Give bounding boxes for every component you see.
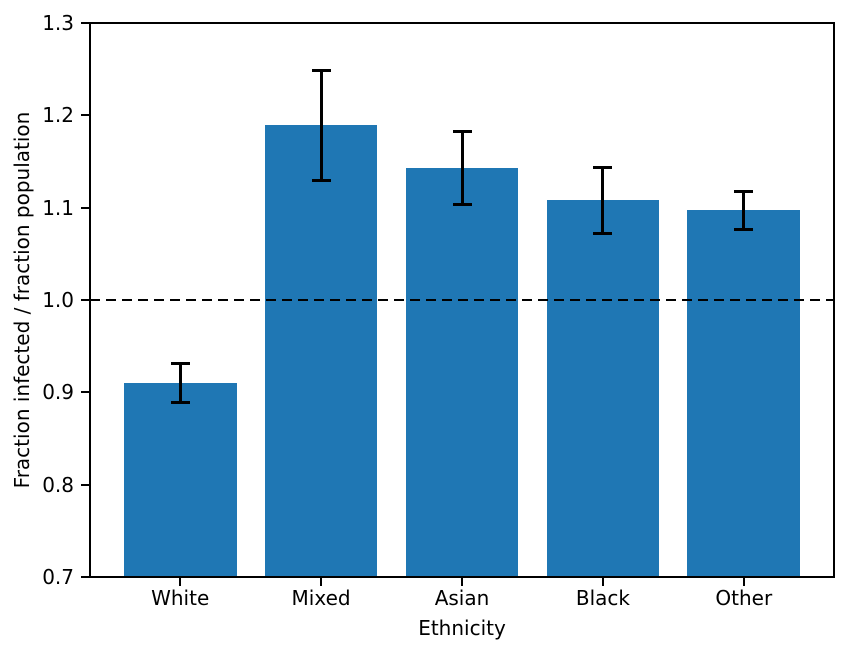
- spine-left: [89, 22, 91, 578]
- y-tick-1.0: [81, 299, 89, 301]
- error-cap-bottom-white: [170, 400, 190, 404]
- error-cap-top-mixed: [311, 68, 331, 72]
- x-tick-label-white: White: [151, 586, 210, 610]
- x-tick-mixed: [320, 578, 323, 586]
- y-tick-0.9: [81, 391, 89, 394]
- x-tick-label-other: Other: [715, 586, 773, 610]
- bar-other: [687, 210, 801, 577]
- error-bar-white: [178, 363, 182, 403]
- y-tick-label-0.7: 0.7: [42, 565, 74, 589]
- plot-area: [90, 23, 834, 577]
- y-tick-1.1: [81, 206, 89, 209]
- spine-right: [833, 22, 835, 578]
- spine-bottom: [89, 576, 835, 578]
- y-tick-label-0.9: 0.9: [42, 380, 74, 405]
- error-cap-bottom-other: [734, 228, 754, 232]
- y-tick-label-0.8: 0.8: [42, 472, 74, 497]
- error-cap-top-black: [593, 165, 613, 169]
- x-axis-label: Ethnicity: [418, 616, 506, 640]
- bar-asian: [405, 167, 519, 577]
- x-tick-asian: [461, 578, 463, 586]
- y-tick-1.3: [81, 22, 89, 24]
- bar-black: [546, 200, 660, 577]
- spine-top: [89, 22, 835, 24]
- error-cap-bottom-black: [593, 232, 613, 236]
- x-tick-label-asian: Asian: [434, 586, 490, 610]
- x-tick-white: [179, 578, 182, 586]
- error-cap-top-other: [734, 189, 754, 193]
- error-bar-mixed: [319, 70, 323, 181]
- x-tick-label-black: Black: [575, 586, 630, 610]
- y-tick-label-1.1: 1.1: [42, 195, 74, 220]
- x-tick-black: [601, 578, 604, 586]
- error-bar-asian: [460, 131, 464, 205]
- error-bar-black: [601, 167, 605, 234]
- error-cap-top-white: [170, 362, 190, 366]
- y-tick-label-1.0: 1.0: [42, 288, 74, 312]
- bar-mixed: [264, 125, 378, 577]
- x-tick-label-mixed: Mixed: [291, 586, 351, 610]
- y-tick-label-1.2: 1.2: [42, 103, 74, 128]
- error-bar-other: [742, 191, 746, 230]
- x-tick-other: [742, 578, 745, 586]
- error-cap-bottom-asian: [452, 203, 472, 207]
- error-cap-top-asian: [452, 129, 472, 133]
- y-tick-0.7: [81, 576, 89, 578]
- y-tick-0.8: [81, 483, 89, 486]
- y-tick-1.2: [81, 114, 89, 117]
- y-tick-label-1.3: 1.3: [42, 11, 74, 35]
- error-cap-bottom-mixed: [311, 179, 331, 183]
- bar-white: [123, 383, 237, 577]
- reference-line: [90, 299, 834, 301]
